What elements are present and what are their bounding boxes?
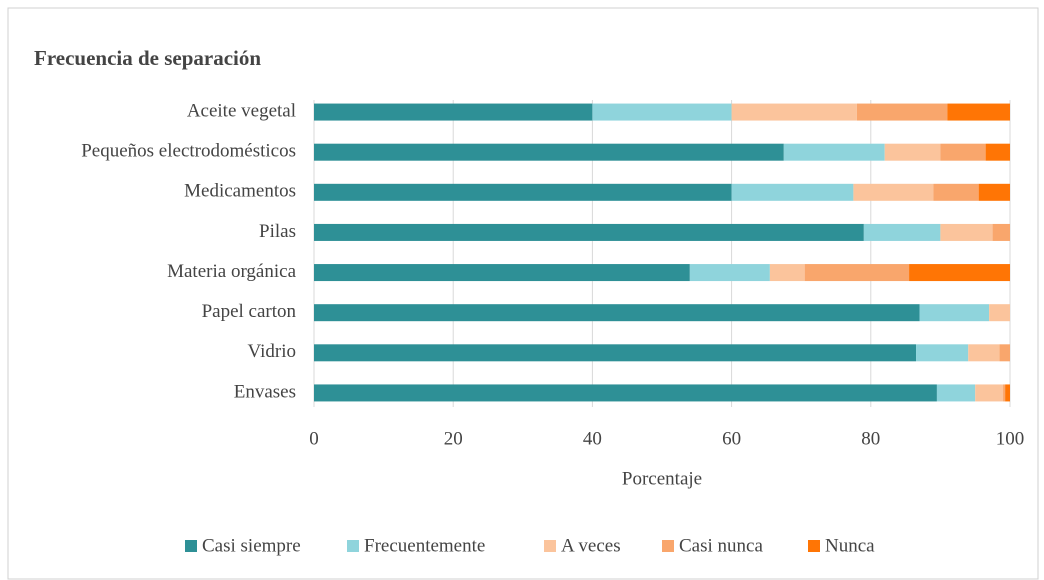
y-tick-label: Pilas [259, 221, 296, 242]
chart-frame [7, 7, 1039, 580]
bar-segment [314, 183, 732, 201]
bar-segment [804, 264, 910, 282]
bar-segment [314, 304, 920, 322]
bar-segment [314, 384, 937, 402]
bar-segment [975, 384, 1004, 402]
legend-label: Nunca [825, 535, 875, 556]
bar-segment [992, 223, 1010, 241]
bar-segment [1005, 384, 1010, 402]
legend-label: A veces [561, 535, 621, 556]
x-tick-label: 40 [583, 428, 602, 449]
x-tick-label: 60 [722, 428, 741, 449]
y-tick-label: Envases [234, 381, 296, 402]
bar-segment [978, 183, 1010, 201]
y-tick-label: Vidrio [248, 341, 296, 362]
bar-segment [940, 143, 986, 161]
bar-segment [314, 223, 864, 241]
legend-swatch [662, 540, 674, 552]
bar-segment [940, 223, 993, 241]
bar-segment [783, 143, 885, 161]
legend-swatch [185, 540, 197, 552]
bar-segment [947, 103, 1010, 121]
y-tick-label: Medicamentos [184, 181, 296, 202]
bar-segment [769, 264, 805, 282]
legend-swatch [347, 540, 359, 552]
bar-segment [989, 304, 1010, 322]
legend-label: Casi nunca [679, 535, 763, 556]
x-tick-label: 20 [444, 428, 463, 449]
y-tick-label: Papel carton [202, 301, 297, 322]
bar-segment [884, 143, 941, 161]
y-tick-label: Aceite vegetal [187, 100, 296, 121]
x-axis-title: Porcentaje [622, 468, 702, 489]
chart-title: Frecuencia de separación [34, 46, 261, 70]
y-tick-label: Materia orgánica [167, 261, 296, 282]
bar-segment [314, 264, 690, 282]
bar-segment [919, 304, 990, 322]
x-tick-label: 100 [996, 428, 1025, 449]
bar-segment [909, 264, 1010, 282]
legend-label: Casi siempre [202, 535, 301, 556]
bar-segment [933, 183, 979, 201]
legend-label: Frecuentemente [364, 535, 485, 556]
bar-segment [936, 384, 976, 402]
bar-segment [731, 103, 857, 121]
bar-segment [856, 103, 948, 121]
bar-segment [592, 103, 732, 121]
bar-segment [968, 344, 1000, 362]
bar-segment [853, 183, 934, 201]
bar-segment [999, 344, 1010, 362]
x-tick-label: 80 [861, 428, 880, 449]
bar-segment [731, 183, 854, 201]
x-tick-label: 0 [309, 428, 319, 449]
bar-segment [689, 264, 770, 282]
bar-segment [314, 344, 917, 362]
legend-swatch [808, 540, 820, 552]
bar-segment [985, 143, 1010, 161]
bar-segment [1003, 384, 1006, 402]
y-tick-label: Pequeños electrodomésticos [81, 141, 296, 162]
bar-segment [314, 143, 784, 161]
bar-segment [314, 103, 593, 121]
bar-segment [863, 223, 941, 241]
legend-swatch [544, 540, 556, 552]
bar-segment [916, 344, 969, 362]
